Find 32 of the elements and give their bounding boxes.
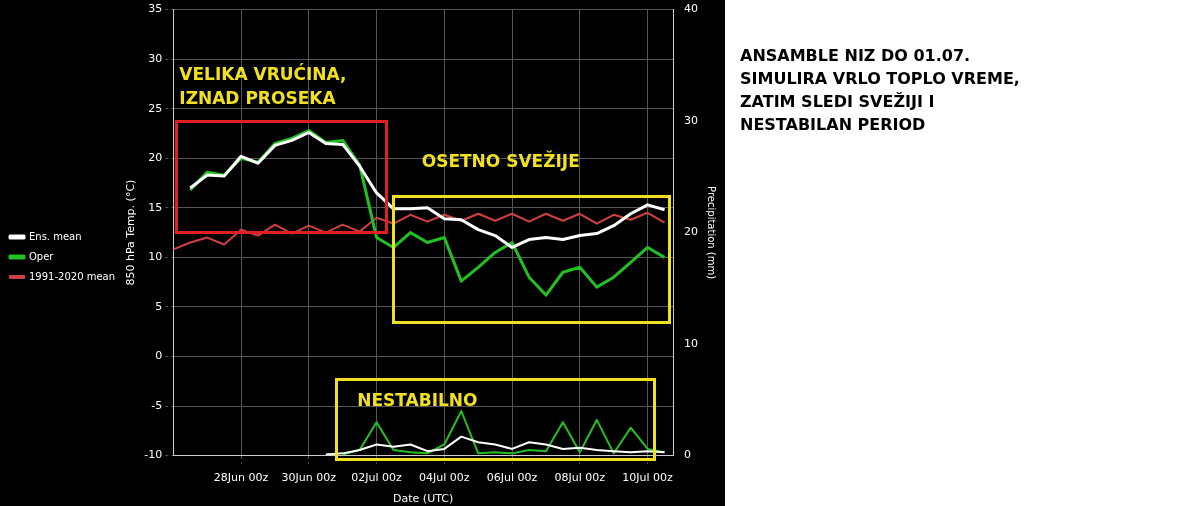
x-tick-label: 04Jul 00z [419, 471, 470, 485]
y2-tick-label: 0 [684, 448, 691, 462]
y2-axis-title: Precipitation (mm) [706, 186, 718, 280]
y-tick-label: 20 [148, 151, 163, 165]
y2-tick-label: 40 [684, 2, 698, 16]
y-axis-title: 850 hPa Temp. (°C) [123, 179, 137, 286]
x-tick-label: 02Jul 00z [351, 471, 403, 485]
y2-tick-label: 10 [684, 336, 698, 350]
y-tick-label: 30 [148, 52, 163, 66]
y2-tick-label: 30 [684, 113, 698, 127]
legend-label: 1991-2020 mean [29, 270, 116, 282]
y-tick-label: 0 [155, 349, 163, 363]
text: ANSAMBLE NIZ DO 01.07. SIMULIRA VRLO TOPLO VREME, ZATIM SLEDI SVEŽIJI I NESTABILAN PERIOD [740, 45, 1021, 136]
y-tick-label: -5 [151, 398, 163, 412]
x-tick-label: 08Jul 00z [554, 471, 606, 485]
annotation: NESTABILNO [357, 388, 479, 412]
y2-tick-label: 20 [684, 225, 698, 239]
x-axis-title: Date (UTC) [393, 492, 454, 506]
y-tick-label: 10 [148, 250, 163, 264]
x-tick-label: 28Jun 00z [213, 471, 269, 485]
x-tick-label: 06Jul 00z [486, 471, 538, 485]
y-tick-label: 15 [148, 200, 163, 214]
y-tick-label: 5 [155, 299, 163, 313]
y-tick-label: -10 [144, 448, 163, 462]
annotation: VELIKA VRUĆINA, IZNAD PROSEKA [179, 62, 348, 110]
legend-label: Ens. mean [29, 230, 82, 242]
x-tick-label: 10Jul 00z [622, 471, 674, 485]
y-tick-label: 35 [148, 2, 163, 16]
y-tick-label: 25 [148, 101, 163, 115]
x-tick-label: 30Jun 00z [281, 471, 337, 485]
legend-label: Oper [29, 250, 55, 262]
annotation: OSETNO SVEŽIJE [421, 149, 581, 174]
